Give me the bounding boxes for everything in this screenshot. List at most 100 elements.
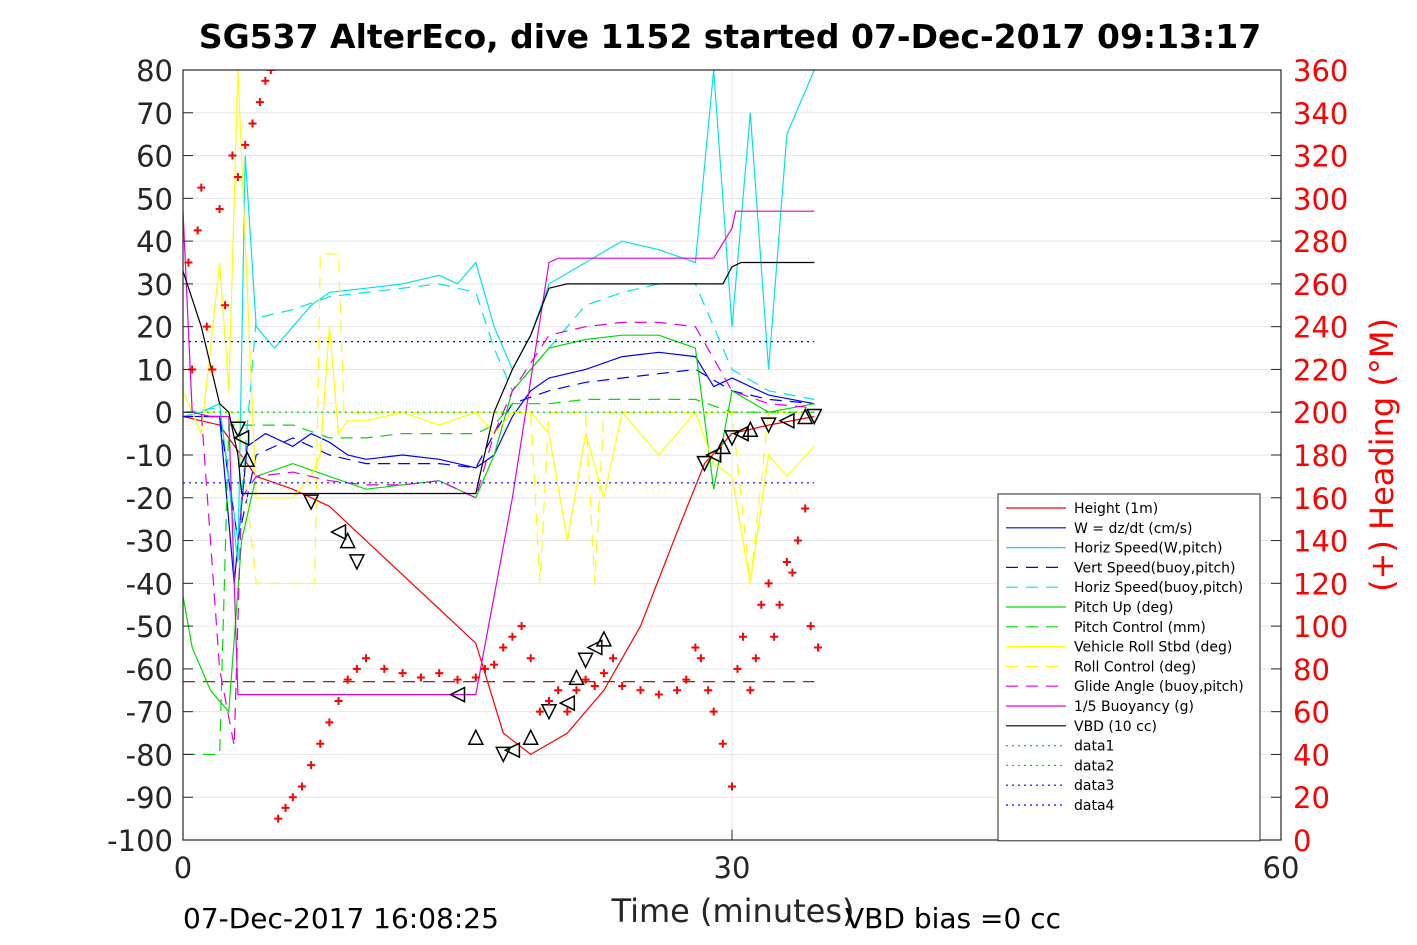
height-marker — [705, 446, 722, 464]
heading-point — [545, 696, 553, 705]
heading-point — [517, 622, 526, 631]
legend-label: Roll Control (deg) — [1074, 659, 1196, 675]
heading-point — [197, 183, 206, 192]
y-tick-label: 0 — [155, 396, 173, 430]
heading-point — [490, 660, 499, 669]
x-axis-label: Time (minutes) — [611, 892, 855, 930]
heading-point — [581, 675, 590, 684]
series-line-vbd-10-cc — [183, 261, 815, 495]
right-axis-label: (+) Heading (°M) — [1363, 318, 1401, 592]
heading-point — [806, 622, 815, 631]
y-tick-label: -90 — [126, 781, 173, 815]
height-marker — [503, 741, 521, 759]
heading-point — [682, 675, 691, 684]
heading-point — [738, 632, 747, 641]
heading-point — [757, 600, 766, 609]
heading-point — [751, 654, 760, 663]
legend-label: VBD (10 cc) — [1074, 719, 1157, 735]
y-tick-label: 80 — [136, 54, 173, 88]
y-right-tick-label: 20 — [1293, 781, 1330, 815]
height-marker — [742, 420, 759, 438]
heading-point — [233, 172, 242, 181]
height-marker — [339, 531, 356, 549]
height-marker — [760, 417, 777, 434]
y-right-tick-label: 220 — [1293, 353, 1348, 387]
heading-point — [770, 632, 779, 641]
y-tick-label: -10 — [126, 439, 173, 473]
legend-label: Pitch Up (deg) — [1074, 600, 1173, 616]
y-right-tick-label: 280 — [1293, 225, 1348, 259]
y-tick-label: -60 — [126, 653, 173, 687]
heading-point — [228, 151, 237, 160]
heading-point — [184, 258, 193, 267]
y-tick-label: 40 — [136, 225, 173, 259]
height-marker — [467, 728, 485, 746]
series-line-pitch-control-mm — [183, 398, 815, 756]
heading-point — [202, 322, 211, 331]
y-right-tick-label: 40 — [1293, 738, 1330, 772]
heading-point — [255, 98, 264, 107]
legend-label: 1/5 Buoyancy (g) — [1074, 699, 1194, 715]
heading-point — [572, 686, 581, 695]
heading-point — [526, 654, 535, 663]
legend-label: data3 — [1074, 778, 1114, 794]
y-right-tick-label: 0 — [1293, 824, 1311, 858]
heading-point — [535, 707, 544, 716]
heading-point — [746, 686, 755, 695]
heading-point — [609, 654, 618, 663]
legend-label: Pitch Control (mm) — [1074, 620, 1206, 636]
height-marker — [714, 437, 732, 455]
y-tick-label: 10 — [136, 353, 173, 387]
heading-point — [215, 205, 224, 214]
heading-point — [274, 814, 283, 823]
height-marker — [522, 728, 539, 746]
y-tick-label: 70 — [136, 97, 173, 131]
y-tick-label: 60 — [136, 140, 173, 174]
y-tick-label: -30 — [126, 525, 173, 559]
series-line-pitch-up-deg — [183, 334, 815, 714]
legend-label: Horiz Speed(W,pitch) — [1074, 541, 1222, 557]
heading-point — [343, 675, 352, 684]
height-marker — [732, 425, 749, 442]
heading-point — [281, 803, 290, 812]
y-right-tick-label: 120 — [1293, 567, 1348, 601]
height-marker — [232, 429, 250, 447]
height-marker — [229, 421, 247, 438]
chart-title: SG537 AlterEco, dive 1152 started 07-Dec… — [199, 17, 1261, 56]
heading-point — [334, 696, 343, 705]
height-marker — [696, 455, 713, 473]
heading-point — [193, 226, 202, 235]
heading-point — [554, 686, 563, 695]
heading-point — [248, 119, 257, 128]
height-marker — [448, 686, 466, 703]
legend-label: Vehicle Roll Stbd (deg) — [1074, 640, 1232, 656]
heading-point — [775, 600, 784, 609]
heading-point — [435, 669, 444, 678]
heading-point — [709, 707, 718, 716]
legend-label: W = dz/dt (cm/s) — [1074, 521, 1193, 537]
footer-vbd-bias: VBD bias =0 cc — [845, 902, 1061, 935]
y-right-tick-label: 140 — [1293, 525, 1348, 559]
heading-point — [704, 686, 713, 695]
heading-point — [480, 664, 489, 673]
height-marker — [348, 554, 366, 571]
heading-layer — [184, 70, 823, 823]
y-tick-label: 50 — [136, 182, 173, 216]
series-line-vehicle-roll-stbd-deg — [183, 70, 815, 584]
footer-date: 07-Dec-2017 16:08:25 — [183, 902, 499, 935]
heading-point — [801, 504, 810, 513]
series-line-height-1m — [183, 415, 815, 756]
heading-point — [380, 664, 389, 673]
marker-layer — [229, 407, 823, 764]
y-right-tick-label: 360 — [1293, 54, 1348, 88]
heading-point — [316, 739, 325, 748]
y-right-tick-label: 100 — [1293, 610, 1348, 644]
heading-point — [563, 707, 572, 716]
y-right-tick-label: 180 — [1293, 439, 1348, 473]
heading-point — [453, 675, 462, 684]
heading-point — [733, 664, 742, 673]
heading-point — [718, 739, 727, 748]
y-tick-label: -70 — [126, 696, 173, 730]
heading-point — [208, 365, 217, 374]
heading-point — [325, 718, 334, 727]
